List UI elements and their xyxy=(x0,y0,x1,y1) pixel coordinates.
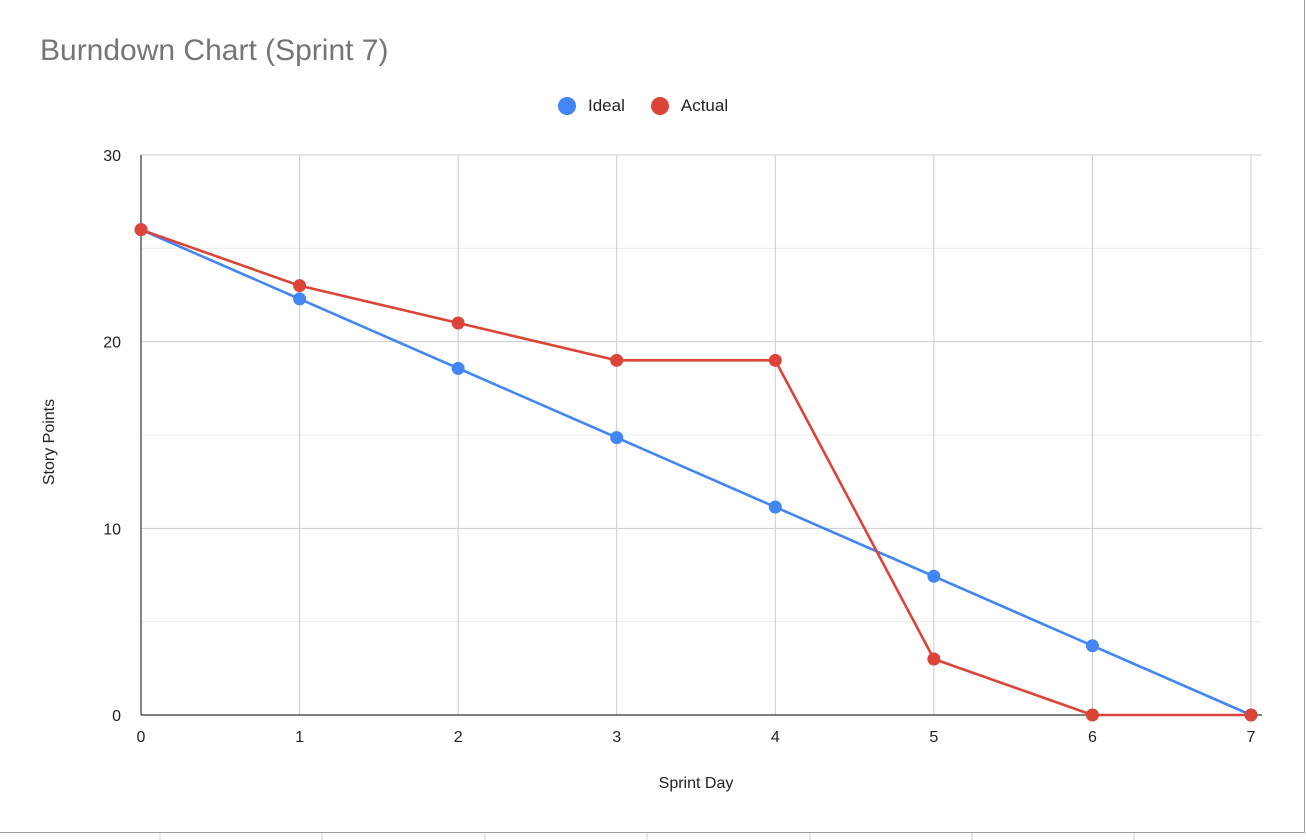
x-tick-label: 6 xyxy=(1088,729,1097,746)
legend-item-ideal[interactable]: Ideal xyxy=(558,96,625,116)
data-point-ideal xyxy=(1085,639,1099,653)
chart-legend: Ideal Actual xyxy=(558,96,754,116)
data-point-actual xyxy=(768,353,782,367)
legend-marker-ideal xyxy=(558,97,576,115)
legend-marker-actual xyxy=(650,97,669,115)
y-axis-title: Story Points xyxy=(41,399,58,485)
data-point-actual xyxy=(134,223,148,237)
y-tick-label: 0 xyxy=(112,708,121,725)
series-line-actual xyxy=(140,228,1251,717)
data-point-actual xyxy=(1085,708,1099,722)
legend-item-actual[interactable]: Actual xyxy=(650,96,729,116)
x-tick-label: 7 xyxy=(1247,729,1256,746)
x-tick-label: 1 xyxy=(295,729,304,746)
data-point-actual xyxy=(451,316,465,330)
data-point-actual xyxy=(927,652,941,666)
y-tick-label: 20 xyxy=(103,335,121,352)
y-tick-label: 10 xyxy=(103,521,121,538)
legend-label-ideal: Ideal xyxy=(588,96,625,115)
series-line-ideal xyxy=(140,228,1252,717)
data-point-ideal xyxy=(451,361,465,375)
data-point-ideal xyxy=(768,500,782,514)
x-axis-title: Sprint Day xyxy=(659,775,734,792)
x-tick-label: 4 xyxy=(771,729,780,746)
frame-bottom-ticks xyxy=(159,833,1135,840)
data-point-actual xyxy=(293,279,307,293)
data-point-ideal xyxy=(293,292,307,306)
data-point-ideal xyxy=(610,431,624,445)
data-point-actual xyxy=(1244,708,1258,722)
legend-label-actual: Actual xyxy=(680,96,729,115)
data-point-actual xyxy=(610,353,624,367)
y-tick-label: 30 xyxy=(103,148,121,165)
x-tick-label: 2 xyxy=(454,729,463,746)
x-tick-label: 3 xyxy=(612,729,621,746)
chart-title: Burndown Chart (Sprint 7) xyxy=(40,34,389,67)
x-tick-label: 0 xyxy=(137,729,146,746)
data-point-ideal xyxy=(927,569,941,583)
x-tick-label: 5 xyxy=(929,729,938,746)
